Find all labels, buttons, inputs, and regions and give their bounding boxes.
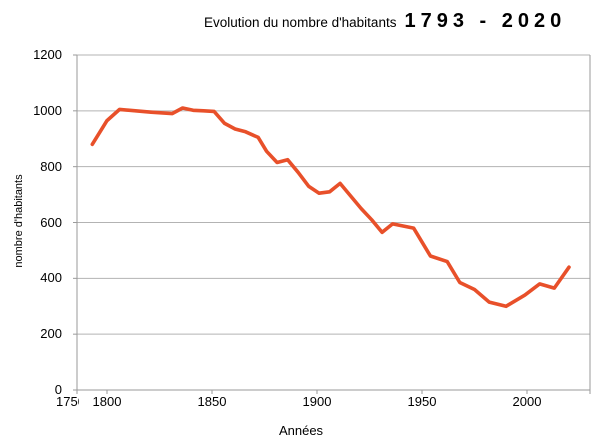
x-tick-label-1850: 1850 (197, 394, 227, 409)
y-axis-title: nombre d'habitants (13, 174, 25, 268)
x-tick-label-1950: 1950 (407, 394, 437, 409)
x-tick-label-2000: 2000 (512, 394, 542, 409)
chart-title-range: 1793 - 2020 (404, 10, 567, 32)
y-tick-label-600: 600 (40, 214, 62, 230)
chart-title: Evolution du nombre d'habitants 1793 - 20… (204, 10, 566, 33)
population-line (90, 106, 571, 309)
y-tick-label-1000: 1000 (33, 102, 62, 118)
x-tick-label-1800: 1800 (92, 394, 122, 409)
x-axis-title: Années (278, 423, 324, 438)
y-tick-label-1200: 1200 (33, 47, 62, 62)
x-tick-label-1900: 1900 (302, 394, 332, 409)
y-tick-label-200: 200 (40, 326, 62, 342)
chart-title-text: Evolution du nombre d'habitants (204, 15, 397, 30)
y-tick-label-0: 0 (54, 382, 62, 397)
y-tick-label-400: 400 (40, 270, 62, 286)
y-tick-label-800: 800 (40, 158, 62, 174)
x-tick-label-1750: 1750 (56, 395, 79, 409)
